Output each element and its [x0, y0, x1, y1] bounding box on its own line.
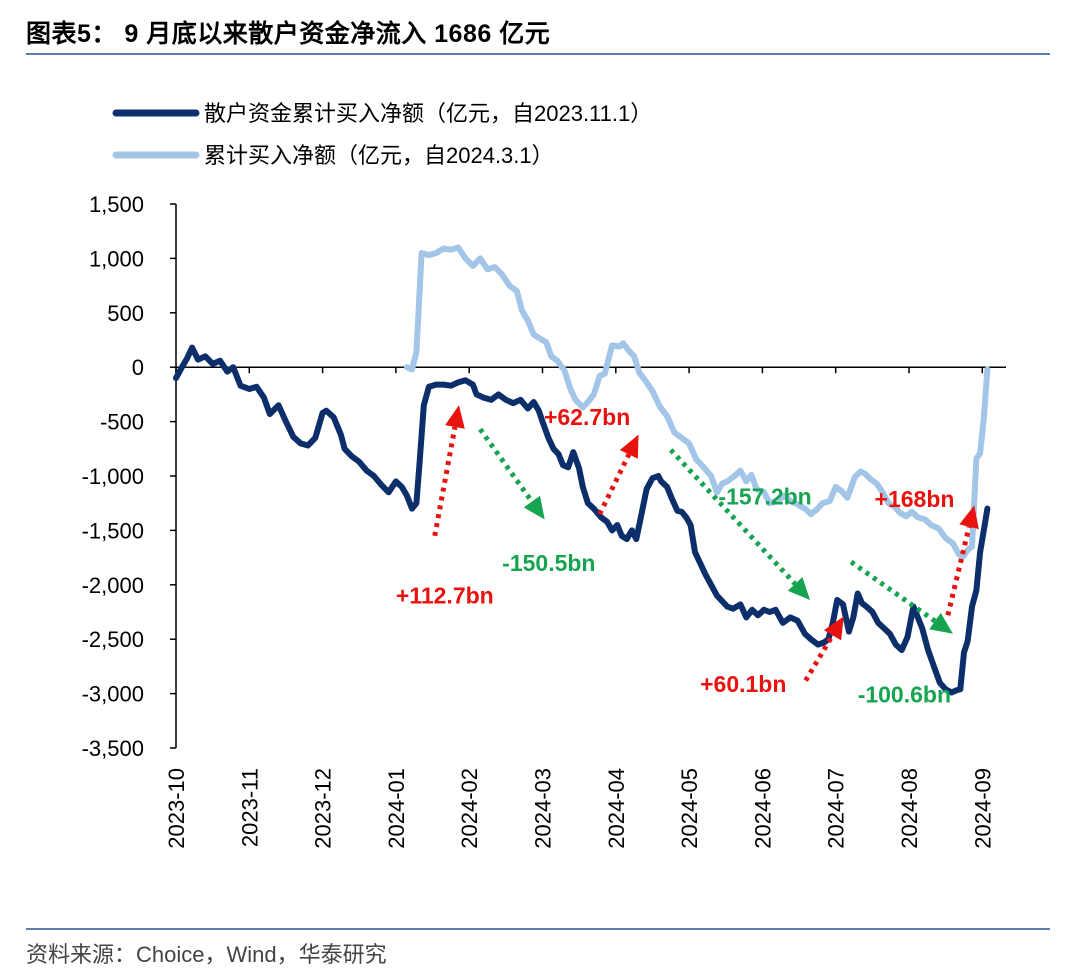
y-tick-label: 1,500: [89, 192, 144, 217]
annotation-arrows: [432, 405, 979, 682]
y-tick-labels: 1,500 1,000 500 0 -500 -1,000 -1,500 -2,000 -2,5…: [82, 192, 144, 761]
title-divider: [26, 53, 1050, 55]
x-tick-labels: 2023-10 2023-11 2023-12 2024-01 2024-02 2024-…: [164, 768, 995, 849]
y-tick-label: 1,000: [89, 246, 144, 271]
annotation-arrow-head: [959, 505, 979, 530]
annotation-label: +60.1bn: [700, 671, 786, 697]
x-tick-label: 2024-05: [677, 768, 702, 849]
legend-label-dark: 散户资金累计买入净额（亿元，自2023.11.1）: [204, 101, 652, 126]
x-tick-label: 2024-08: [897, 768, 922, 849]
x-tick-label: 2024-06: [750, 768, 775, 849]
chart-title: 图表5： 9 月底以来散户资金净流入 1686 亿元: [26, 20, 551, 48]
annotation-label: -150.5bn: [502, 550, 595, 576]
annotation-label: +62.7bn: [544, 404, 630, 430]
annotation-label: -157.2bn: [718, 484, 811, 510]
annotation-label: -100.6bn: [858, 682, 951, 708]
annotation-arrow-head: [787, 577, 811, 601]
footer-divider: [26, 928, 1050, 930]
legend: 散户资金累计买入净额（亿元，自2023.11.1） 累计买入净额（亿元，自202…: [112, 101, 652, 168]
annotation-label: +112.7bn: [396, 583, 494, 609]
x-tick-label: 2024-03: [531, 768, 556, 849]
source-note: 资料来源：Choice，Wind，华泰研究: [26, 942, 387, 967]
series-line-cumulative-since-2024-03: [403, 244, 991, 560]
annotation-arrow-shaft: [945, 526, 972, 616]
x-tick-label: 2024-09: [970, 768, 995, 849]
x-tick-label: 2024-01: [384, 768, 409, 849]
x-tick-label: 2023-12: [311, 768, 336, 849]
x-tick-label: 2024-04: [604, 768, 629, 849]
x-tick-label: 2023-11: [237, 768, 262, 847]
y-tick-label: -1,000: [82, 464, 144, 489]
annotation-arrow-head: [823, 616, 844, 641]
y-tick-label: -1,500: [82, 518, 144, 543]
annotation-labels: +112.7bn -150.5bn +62.7bn -157.2bn +60.1bn -1…: [396, 404, 955, 707]
legend-label-light: 累计买入净额（亿元，自2024.3.1）: [204, 143, 554, 168]
y-tick-label: -3,000: [82, 682, 144, 707]
annotation-arrow-shaft: [668, 448, 797, 586]
series-layer: [173, 244, 991, 696]
y-tick-label: 500: [107, 301, 144, 326]
y-tick-label: -2,000: [82, 573, 144, 598]
series-line-retail-cumulative: [173, 344, 991, 696]
annotation-arrow-head: [523, 495, 545, 520]
x-tick-label: 2024-02: [457, 768, 482, 849]
y-tick-label: -500: [100, 410, 144, 435]
annotation-arrow-shaft: [478, 427, 534, 504]
annotation-arrow-head: [929, 612, 953, 634]
annotation-arrow-head: [619, 434, 639, 459]
y-tick-label: -2,500: [82, 627, 144, 652]
annotation-arrow-head: [445, 405, 465, 429]
x-tick-label: 2023-10: [164, 768, 189, 849]
annotation-arrow-shaft: [597, 453, 632, 516]
y-tick-label: -3,500: [82, 736, 144, 761]
x-tick-label: 2024-07: [824, 768, 849, 849]
axes: [170, 203, 1006, 749]
annotation-arrow-shaft: [849, 559, 937, 624]
y-tick-label: 0: [132, 355, 144, 380]
annotation-arrow-shaft: [432, 426, 458, 537]
annotation-label: +168bn: [875, 486, 955, 512]
